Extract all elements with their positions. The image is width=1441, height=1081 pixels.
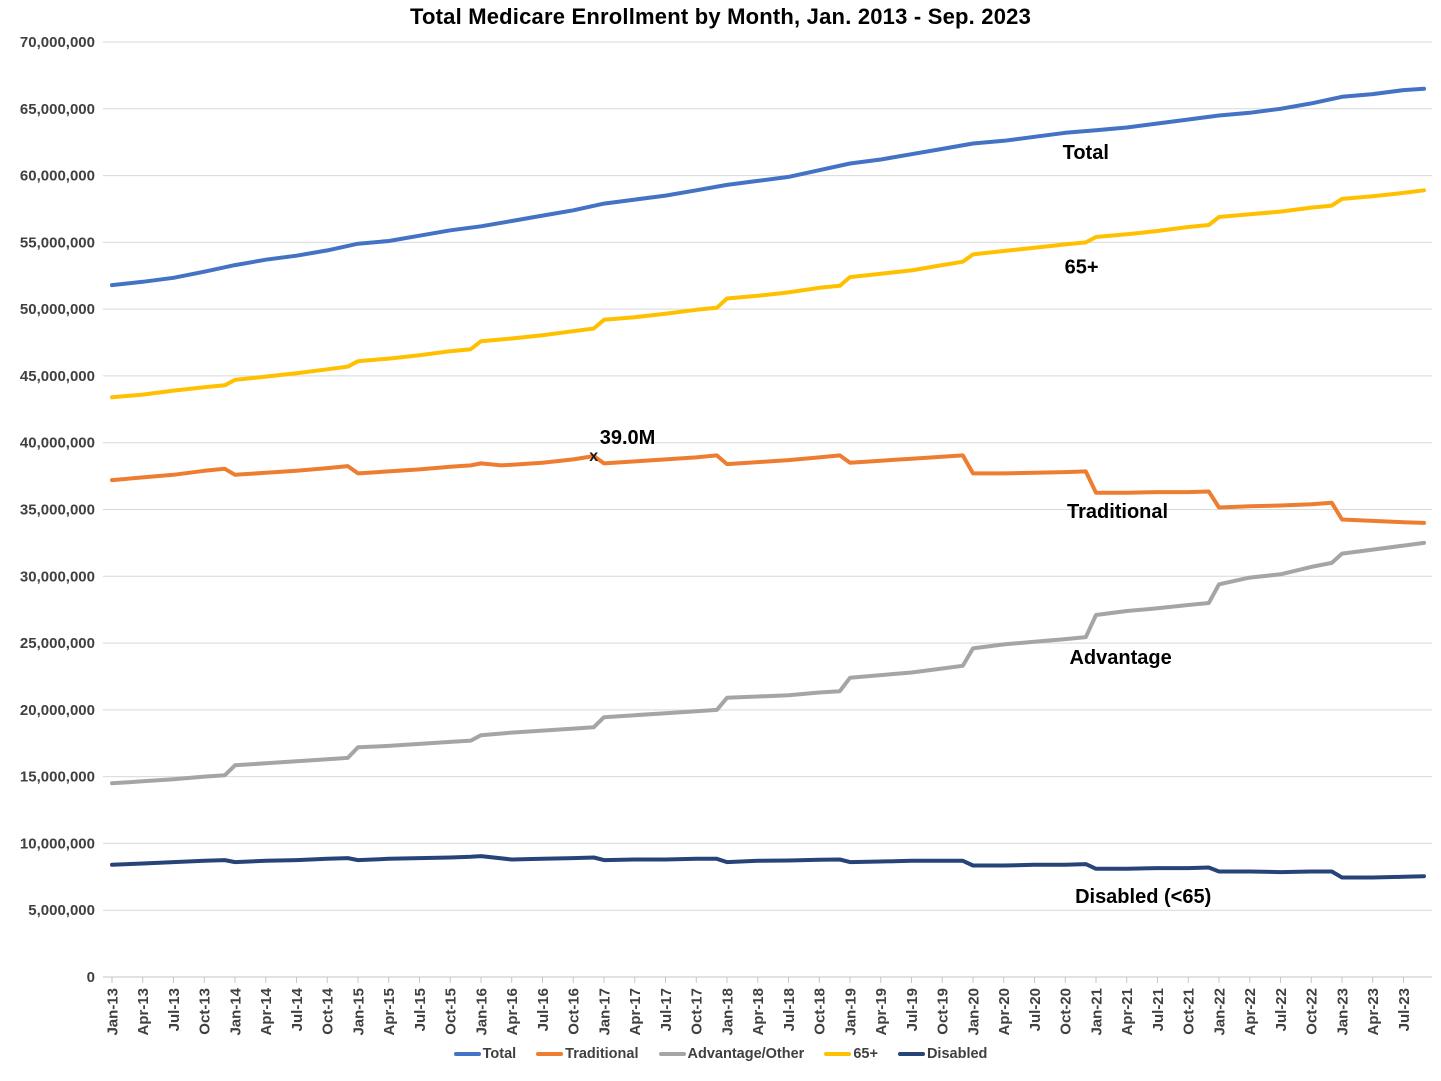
series-label-traditional: Traditional	[1067, 501, 1168, 523]
annotation-value-label: 39.0M	[600, 427, 656, 449]
x-tick-label: Apr-15	[381, 988, 398, 1036]
x-tick-label: Jan-21	[1088, 988, 1105, 1036]
y-tick-label: 15,000,000	[20, 769, 95, 786]
legend-swatch-icon	[536, 1052, 564, 1056]
x-tick-label: Jan-13	[104, 988, 121, 1036]
x-tick-label: Apr-16	[504, 988, 521, 1036]
y-tick-label: 5,000,000	[28, 902, 95, 919]
legend-item-disabled: Disabled	[897, 1046, 988, 1062]
series-line-total	[110, 86, 1426, 288]
x-tick-label: Jul-17	[658, 988, 675, 1031]
y-tick-label: 70,000,000	[20, 34, 95, 51]
x-tick-label: Jul-13	[166, 988, 183, 1031]
legend-item-65: 65+	[824, 1046, 878, 1062]
legend-item-advantage-other: Advantage/Other	[658, 1046, 805, 1062]
x-tick-label: Apr-21	[1119, 988, 1136, 1036]
legend-label: Disabled	[926, 1046, 988, 1062]
series-line-advantage-other	[110, 540, 1426, 786]
y-tick-label: 30,000,000	[20, 568, 95, 585]
legend-label: Traditional	[565, 1046, 639, 1062]
x-tick-label: Jul-23	[1396, 988, 1413, 1031]
y-tick-label: 50,000,000	[20, 301, 95, 318]
legend-swatch-icon	[453, 1052, 481, 1056]
annotation-x-marker: x	[589, 448, 598, 465]
x-tick-label: Oct-15	[443, 988, 460, 1035]
y-tick-label: 0	[87, 969, 95, 986]
series-label-advantage: Advantage	[1069, 647, 1171, 669]
x-tick-label: Jul-22	[1273, 988, 1290, 1031]
x-tick-label: Apr-14	[258, 987, 275, 1035]
chart-title: Total Medicare Enrollment by Month, Jan.…	[409, 4, 1032, 29]
x-tick-label: Oct-17	[689, 988, 706, 1035]
x-tick-label: Oct-13	[197, 988, 214, 1035]
x-tick-label: Jan-17	[596, 988, 613, 1036]
y-tick-label: 45,000,000	[20, 368, 95, 385]
x-tick-label: Jan-14	[227, 987, 244, 1035]
legend-label: Advantage/Other	[687, 1046, 805, 1062]
x-tick-label: Apr-22	[1242, 988, 1259, 1036]
series-label-disabled-65: Disabled (<65)	[1075, 886, 1211, 908]
y-tick-label: 20,000,000	[20, 702, 95, 719]
legend-swatch-icon	[824, 1052, 852, 1056]
x-tick-label: Jul-20	[1027, 988, 1044, 1031]
legend-item-total: Total	[453, 1046, 517, 1062]
legend: Total Traditional Advantage/Other 65+ Disabl…	[0, 1046, 1441, 1062]
x-tick-label: Apr-20	[996, 988, 1013, 1036]
x-tick-label: Jul-16	[535, 988, 552, 1031]
x-tick-label: Oct-16	[566, 988, 583, 1035]
legend-label: 65+	[853, 1046, 878, 1062]
x-tick-label: Jan-15	[350, 988, 367, 1036]
series-line-traditional	[110, 453, 1426, 525]
y-tick-label: 25,000,000	[20, 635, 95, 652]
y-tick-label: 40,000,000	[20, 435, 95, 452]
x-tick-label: Apr-23	[1365, 988, 1382, 1036]
legend-label: Total	[482, 1046, 517, 1062]
x-tick-label: Jan-19	[842, 988, 859, 1036]
x-tick-label: Apr-13	[135, 988, 152, 1036]
y-tick-label: 60,000,000	[20, 168, 95, 185]
x-tick-label: Oct-19	[935, 988, 952, 1035]
legend-swatch-icon	[897, 1052, 925, 1056]
x-tick-label: Jul-18	[781, 988, 798, 1031]
x-tick-label: Oct-21	[1181, 988, 1198, 1035]
series-line-65-	[110, 188, 1426, 400]
x-tick-label: Jan-20	[965, 988, 982, 1036]
legend-swatch-icon	[658, 1052, 686, 1056]
series-label-total: Total	[1063, 142, 1109, 164]
y-tick-label: 10,000,000	[20, 835, 95, 852]
x-tick-label: Jan-22	[1211, 988, 1228, 1036]
x-tick-label: Apr-19	[873, 988, 890, 1036]
series-label-65: 65+	[1065, 257, 1099, 279]
legend-item-traditional: Traditional	[536, 1046, 639, 1062]
x-tick-label: Oct-22	[1304, 988, 1321, 1035]
x-tick-label: Jul-14	[289, 987, 306, 1031]
x-tick-label: Jan-23	[1334, 988, 1351, 1036]
x-tick-label: Apr-18	[750, 988, 767, 1036]
series-line-disabled	[110, 854, 1426, 880]
x-tick-label: Oct-18	[812, 988, 829, 1035]
x-tick-label: Jan-16	[473, 988, 490, 1036]
x-tick-label: Oct-14	[320, 987, 337, 1034]
y-tick-label: 35,000,000	[20, 502, 95, 519]
y-tick-label: 55,000,000	[20, 234, 95, 251]
x-tick-label: Jul-19	[904, 988, 921, 1031]
x-tick-label: Apr-17	[627, 988, 644, 1036]
x-tick-label: Jul-21	[1150, 988, 1167, 1031]
x-tick-label: Jul-15	[412, 988, 429, 1031]
y-tick-label: 65,000,000	[20, 101, 95, 118]
x-tick-label: Oct-20	[1058, 988, 1075, 1035]
x-tick-label: Jan-18	[719, 988, 736, 1036]
